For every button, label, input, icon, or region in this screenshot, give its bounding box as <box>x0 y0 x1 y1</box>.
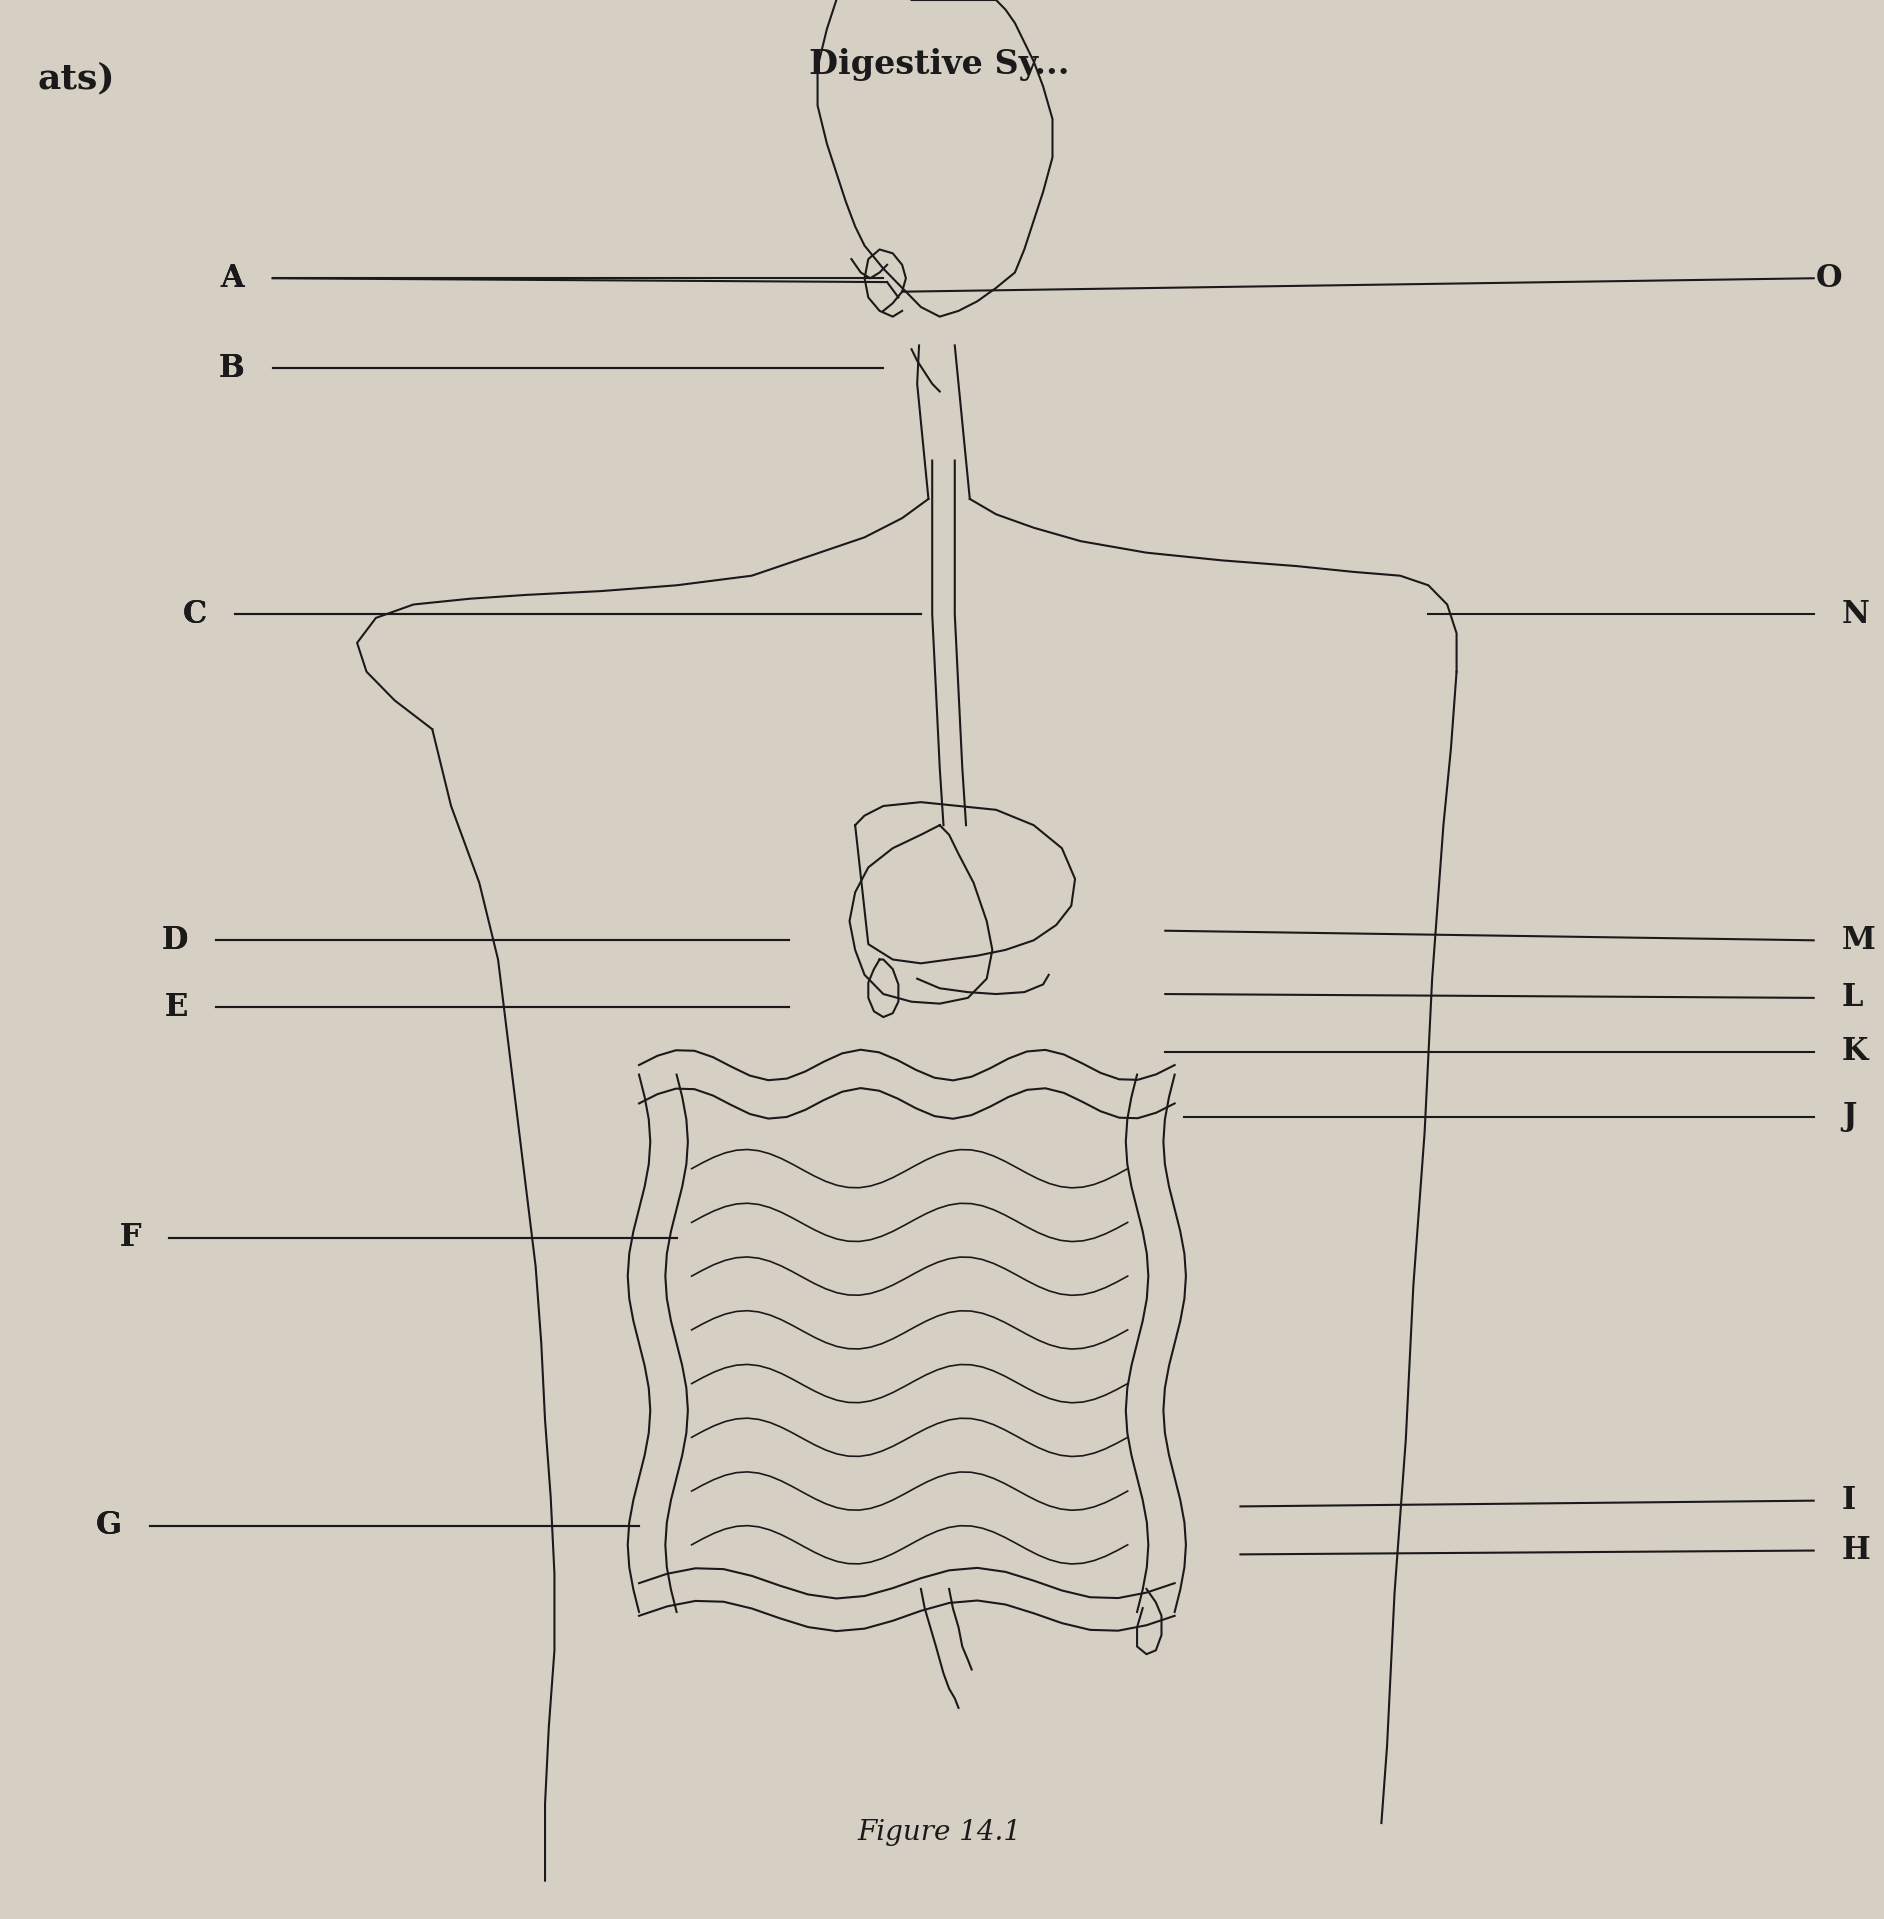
Text: B: B <box>219 353 245 384</box>
Text: K: K <box>1843 1036 1869 1067</box>
Text: G: G <box>96 1510 122 1541</box>
Text: J: J <box>1843 1102 1856 1132</box>
Text: ats): ats) <box>38 61 115 96</box>
Text: Digestive Sy...: Digestive Sy... <box>810 48 1070 81</box>
Text: H: H <box>1843 1535 1871 1566</box>
Text: C: C <box>183 599 207 629</box>
Text: C: C <box>183 599 207 629</box>
Text: M: M <box>1843 925 1876 956</box>
Text: D: D <box>162 925 188 956</box>
Text: E: E <box>164 992 188 1023</box>
Text: G: G <box>96 1510 122 1541</box>
Text: A: A <box>220 263 245 294</box>
Text: F: F <box>119 1222 141 1253</box>
Text: I: I <box>1843 1485 1856 1516</box>
Text: N: N <box>1843 599 1869 629</box>
Text: Figure 14.1: Figure 14.1 <box>857 1819 1021 1846</box>
Text: E: E <box>164 992 188 1023</box>
Text: F: F <box>119 1222 141 1253</box>
Text: A: A <box>220 263 245 294</box>
Text: L: L <box>1843 983 1863 1013</box>
Text: O: O <box>1816 263 1843 294</box>
Text: B: B <box>219 353 245 384</box>
Text: D: D <box>162 925 188 956</box>
